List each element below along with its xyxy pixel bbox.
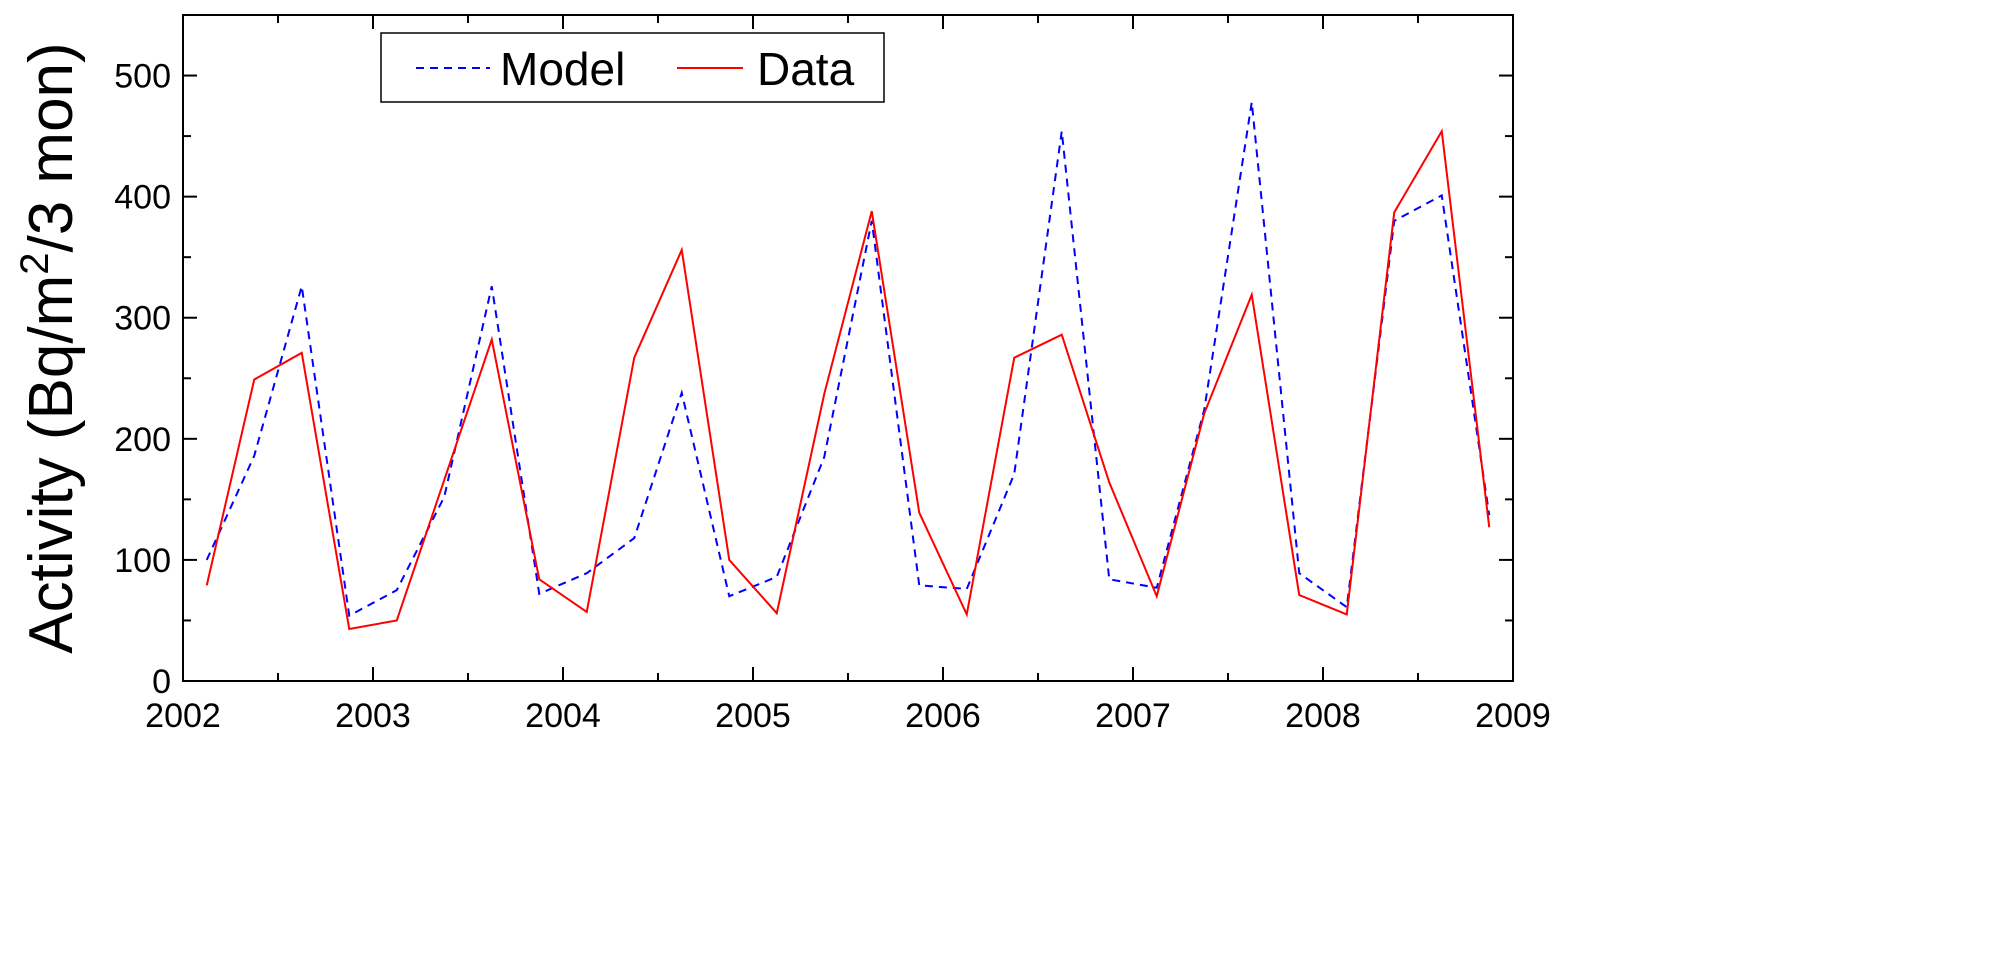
legend-label-data: Data	[757, 43, 855, 95]
y-tick-label: 300	[114, 300, 171, 338]
x-tick-label: 2007	[1095, 697, 1171, 735]
x-tick-label: 2008	[1285, 697, 1361, 735]
legend-label-model: Model	[500, 43, 625, 95]
x-tick-label: 2002	[145, 697, 221, 735]
plot-frame	[183, 15, 1513, 681]
y-axis-label: Activity (Bq/m2/3 mon)	[13, 42, 86, 653]
x-tick-label: 2006	[905, 697, 981, 735]
y-tick-label: 0	[152, 663, 171, 701]
x-tick-label: 2009	[1475, 697, 1551, 735]
x-tick-label: 2004	[525, 697, 601, 735]
y-tick-label: 500	[114, 58, 171, 96]
y-tick-label: 100	[114, 542, 171, 580]
x-tick-label: 2005	[715, 697, 791, 735]
y-tick-label: 400	[114, 179, 171, 217]
y-tick-label: 200	[114, 421, 171, 459]
series-line-model	[207, 102, 1490, 615]
legend: Model Data	[381, 33, 884, 102]
x-tick-label: 2003	[335, 697, 411, 735]
